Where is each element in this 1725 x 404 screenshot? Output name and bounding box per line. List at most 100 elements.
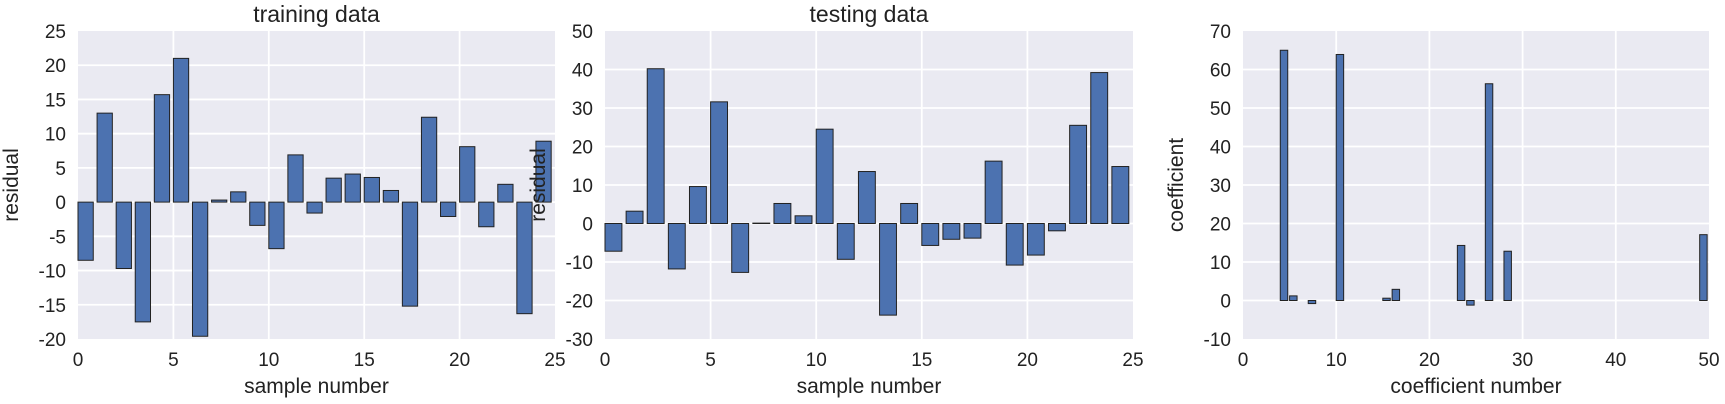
bar [325,177,342,203]
y-tick-label: -30 [566,330,593,351]
y-tick-label: 20 [1210,215,1231,236]
bar [646,68,665,225]
chart-title: testing data [810,1,929,27]
bar [1090,72,1109,224]
bar [287,154,304,203]
training-residual-chart: 0 5 10 15 20 25 -20 -15 -10 -5 0 5 10 15 20 25 sample nu… [0,1,566,398]
y-tick-label: 25 [45,22,66,43]
y-tick-label: 20 [45,56,66,77]
bar [478,201,495,228]
x-tick-label: 20 [1017,350,1038,371]
bar [420,116,438,203]
bar [306,201,323,214]
y-axis-label: coefficient [1165,138,1188,232]
y-tick-label: -10 [39,262,66,283]
y-tick-label: 40 [1210,138,1231,159]
y-tick-label: 20 [572,138,593,159]
bar [773,202,792,224]
bar [1503,250,1512,301]
bar [191,201,209,337]
y-tick-label: -20 [39,330,66,351]
x-tick-label: 20 [449,350,470,371]
bar [115,201,132,270]
bar [942,223,961,240]
y-tick-label: 50 [1210,99,1231,120]
bar [459,146,476,203]
x-tick-label: 5 [705,350,716,371]
x-tick-label: 25 [1122,350,1143,371]
y-tick-label: -20 [566,292,593,313]
y-tick-label: 60 [1210,61,1231,82]
bar [1699,234,1708,301]
bar [1382,297,1391,302]
x-tick-label: 15 [911,350,932,371]
x-tick-label: 5 [168,350,179,371]
bar [984,160,1003,225]
bar [1048,223,1066,232]
y-tick-label: 50 [572,22,593,43]
y-tick-label: 70 [1210,22,1231,43]
x-axis-label: sample number [797,375,942,398]
bar [1484,83,1494,302]
x-tick-label: 50 [1698,350,1719,371]
x-tick-label: 20 [1419,350,1440,371]
bar [731,223,750,273]
bar [921,223,940,246]
bar [344,173,361,203]
bar [794,215,813,225]
y-tick-label: -5 [49,227,66,248]
bar [1069,124,1088,224]
bar [1026,223,1045,256]
x-tick-label: 0 [1238,350,1249,371]
bar [625,210,644,224]
bar [1307,300,1317,305]
y-tick-label: 5 [55,159,66,180]
y-tick-label: 0 [55,193,66,214]
bar [688,186,707,224]
bar [230,191,247,203]
bar [1289,295,1298,302]
bar [96,112,113,203]
bar [1335,53,1345,301]
y-tick-label: 10 [45,125,66,146]
y-tick-label: -15 [39,296,66,317]
x-tick-label: 10 [1326,350,1347,371]
bar [1456,244,1466,302]
x-tick-label: 0 [73,350,84,371]
bar [440,201,457,217]
y-tick-label: 0 [582,215,593,236]
bar [382,189,400,203]
y-axis-label: residual [527,148,550,222]
x-tick-label: 25 [544,350,565,371]
bar [1005,223,1024,266]
bar [879,223,897,316]
bar [836,223,855,260]
bar [363,176,380,203]
x-tick-label: 30 [1512,350,1533,371]
y-tick-label: 10 [572,176,593,197]
y-tick-label: 0 [1220,292,1231,313]
y-tick-label: 30 [1210,176,1231,197]
bar [153,94,171,203]
x-axis-label: sample number [244,375,389,398]
y-axis-label: residual [0,148,23,222]
coefficient-chart: 0 10 20 30 40 50 -10 0 10 20 30 40 50 60 70 coefficient… [1165,22,1720,398]
x-tick-label: 10 [258,350,279,371]
bar [172,57,190,203]
y-tick-label: 30 [572,99,593,120]
bar [1111,166,1130,225]
bar [516,201,533,315]
bar [667,223,686,270]
bar [268,201,285,250]
y-tick-label: -10 [566,253,593,274]
y-tick-label: 10 [1210,253,1231,274]
bar [1391,288,1401,301]
bar [77,201,94,261]
bar [1466,300,1475,306]
y-tick-label: 40 [572,61,593,82]
bar [535,140,552,203]
x-axis-label: coefficient number [1390,375,1561,398]
bar [211,199,228,203]
y-tick-label: -10 [1204,330,1231,351]
y-tick-label: 15 [45,90,66,111]
